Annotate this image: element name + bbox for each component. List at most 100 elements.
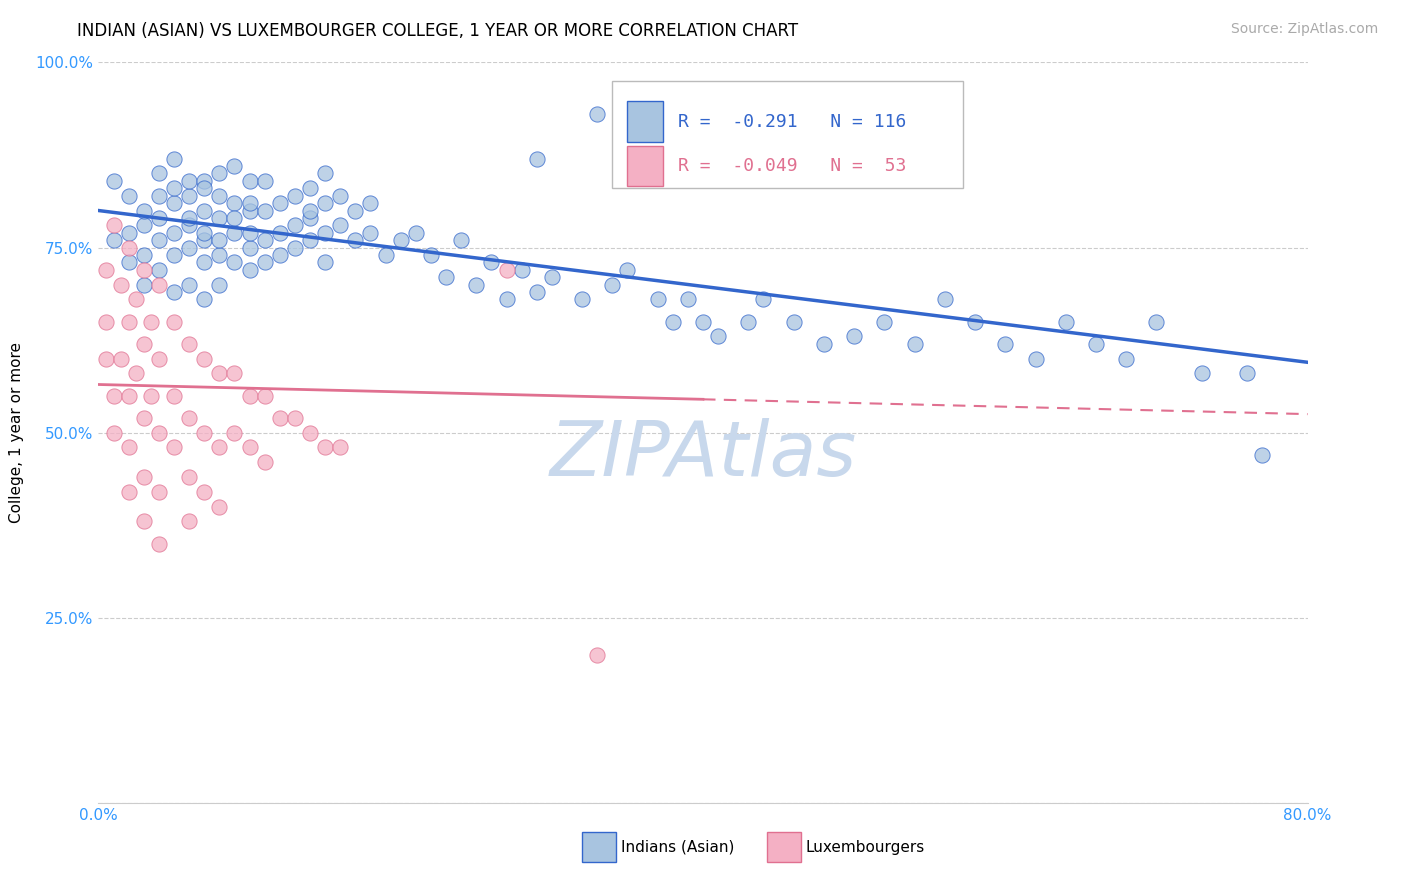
- Point: [103, 174, 125, 188]
- Point: [110, 351, 132, 366]
- Point: [208, 441, 231, 455]
- Point: [148, 262, 170, 277]
- Point: [148, 233, 170, 247]
- Point: [253, 174, 276, 188]
- Point: [163, 196, 186, 211]
- Point: [148, 484, 170, 499]
- Point: [103, 233, 125, 247]
- Point: [94, 351, 117, 366]
- Point: [661, 314, 683, 328]
- Point: [314, 441, 336, 455]
- Point: [239, 240, 262, 255]
- Point: [284, 219, 307, 233]
- Point: [329, 219, 352, 233]
- Text: INDIAN (ASIAN) VS LUXEMBOURGER COLLEGE, 1 YEAR OR MORE CORRELATION CHART: INDIAN (ASIAN) VS LUXEMBOURGER COLLEGE, …: [77, 22, 799, 40]
- Point: [314, 196, 336, 211]
- Point: [239, 441, 262, 455]
- Point: [374, 248, 396, 262]
- Point: [329, 441, 352, 455]
- Point: [1251, 448, 1274, 462]
- FancyBboxPatch shape: [768, 832, 801, 862]
- Point: [495, 262, 517, 277]
- Point: [193, 351, 215, 366]
- Point: [224, 159, 246, 173]
- Point: [118, 188, 141, 202]
- Point: [737, 314, 759, 328]
- Text: R =  -0.049   N =  53: R = -0.049 N = 53: [678, 157, 905, 175]
- Point: [118, 255, 141, 269]
- Point: [647, 293, 669, 307]
- Point: [253, 388, 276, 402]
- Point: [193, 484, 215, 499]
- Point: [299, 233, 322, 247]
- Point: [141, 388, 163, 402]
- Point: [1191, 367, 1213, 381]
- Point: [965, 314, 987, 328]
- Point: [707, 329, 730, 343]
- Point: [389, 233, 412, 247]
- Point: [284, 188, 307, 202]
- Point: [148, 277, 170, 292]
- Point: [904, 336, 927, 351]
- Point: [163, 285, 186, 299]
- Point: [103, 425, 125, 440]
- Point: [179, 219, 201, 233]
- Point: [208, 367, 231, 381]
- Point: [253, 203, 276, 218]
- Point: [540, 270, 562, 285]
- Point: [253, 233, 276, 247]
- Point: [163, 314, 186, 328]
- Point: [239, 196, 262, 211]
- Text: Indians (Asian): Indians (Asian): [621, 839, 734, 855]
- Point: [314, 226, 336, 240]
- Point: [193, 181, 215, 195]
- Point: [141, 314, 163, 328]
- Point: [179, 277, 201, 292]
- Point: [163, 181, 186, 195]
- Point: [193, 255, 215, 269]
- Point: [676, 293, 699, 307]
- Point: [253, 255, 276, 269]
- Point: [179, 174, 201, 188]
- Point: [329, 188, 352, 202]
- Point: [420, 248, 443, 262]
- Point: [1054, 314, 1077, 328]
- Point: [783, 314, 806, 328]
- Point: [148, 536, 170, 550]
- Point: [602, 277, 624, 292]
- FancyBboxPatch shape: [613, 81, 963, 188]
- Point: [193, 425, 215, 440]
- Point: [314, 255, 336, 269]
- Point: [510, 262, 533, 277]
- Point: [208, 277, 231, 292]
- Point: [344, 233, 367, 247]
- Point: [163, 441, 186, 455]
- Point: [148, 425, 170, 440]
- Point: [299, 181, 322, 195]
- FancyBboxPatch shape: [627, 145, 664, 186]
- Point: [571, 293, 593, 307]
- Point: [224, 211, 246, 225]
- Point: [148, 166, 170, 180]
- Point: [132, 336, 155, 351]
- Point: [269, 248, 291, 262]
- Point: [1115, 351, 1137, 366]
- Point: [299, 203, 322, 218]
- Point: [125, 367, 148, 381]
- Point: [752, 293, 775, 307]
- Point: [239, 226, 262, 240]
- Point: [1085, 336, 1108, 351]
- Point: [132, 277, 155, 292]
- Point: [132, 203, 155, 218]
- Point: [208, 188, 231, 202]
- Point: [179, 211, 201, 225]
- Point: [179, 188, 201, 202]
- Point: [179, 410, 201, 425]
- Point: [132, 470, 155, 484]
- Point: [586, 648, 609, 662]
- Point: [132, 262, 155, 277]
- Point: [148, 351, 170, 366]
- Point: [344, 203, 367, 218]
- Point: [844, 329, 866, 343]
- Point: [118, 484, 141, 499]
